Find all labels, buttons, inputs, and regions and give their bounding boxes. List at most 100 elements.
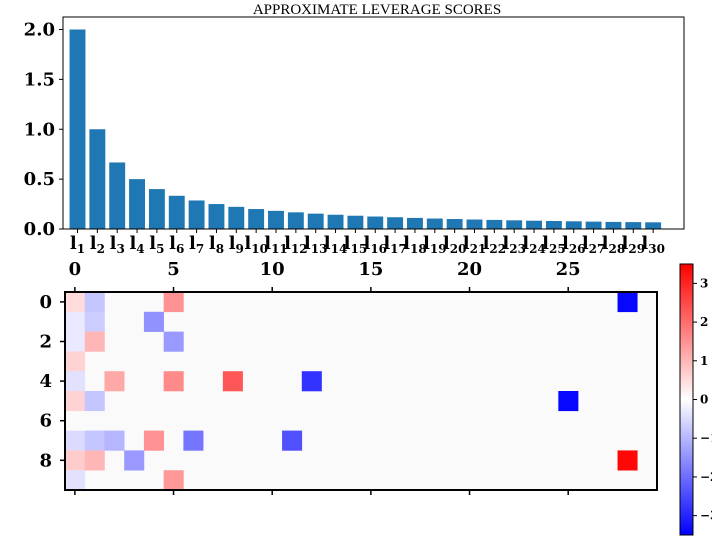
chart-title: APPROXIMATE LEVERAGE SCORES (253, 2, 501, 18)
bar (347, 216, 363, 229)
bar-marks (70, 30, 662, 230)
heatmap-x-tick-label: 0 (69, 259, 82, 280)
heatmap-cell (65, 450, 85, 470)
heatmap-cell (104, 371, 124, 391)
colorbar-tick-label: −2 (700, 470, 712, 484)
heatmap-y-tick-label: 8 (39, 450, 52, 471)
colorbar-gradient (680, 264, 693, 535)
x-tick-label-sub: 30 (648, 242, 665, 256)
x-tick-label: l9 (229, 233, 244, 256)
heatmap-cell (164, 371, 184, 391)
bar-chart: APPROXIMATE LEVERAGE SCORES 0.0 0.5 1.0 1.5… (24, 2, 684, 256)
heatmap-y-tick-label: 6 (39, 411, 52, 432)
heatmap-cell (302, 371, 322, 391)
bar (526, 221, 542, 229)
heatmap-y-tick-label: 4 (39, 371, 52, 392)
bar (308, 214, 324, 229)
heatmap: 0 5 10 15 20 25 0 2 4 6 8 (39, 259, 657, 495)
bar (129, 179, 145, 229)
x-tick-label: l5 (149, 233, 164, 256)
heatmap-cell (164, 470, 184, 490)
bar (427, 219, 443, 229)
bar (407, 218, 423, 229)
bar-y-axis: 0.00.51.01.52.0 (24, 20, 63, 241)
heatmap-x-tick-label: 5 (167, 259, 180, 280)
x-tick-label: l1 (70, 233, 85, 256)
bar (169, 196, 185, 229)
bar (447, 219, 463, 229)
x-tick-label: l4 (129, 233, 144, 256)
bar (645, 222, 661, 229)
bar (288, 212, 304, 229)
colorbar-ticks: 3 2 1 0 −1 −2 −3 (693, 276, 712, 522)
bar (149, 189, 165, 229)
y-tick-label: 0.5 (24, 169, 55, 190)
x-tick-label: l2 (90, 233, 105, 256)
x-tick-label: l30 (641, 233, 665, 256)
heatmap-y-tick-label: 0 (39, 292, 52, 313)
heatmap-cell (65, 391, 85, 411)
heatmap-cell (618, 292, 638, 312)
bar (566, 221, 582, 229)
heatmap-x-tick-label: 25 (556, 259, 581, 280)
bar-x-axis: l1 l2 l3 l4 l5 l6 l7 l8 l9 l10l11l12l13l14l15l16l… (70, 229, 665, 256)
colorbar-tick-label: 3 (700, 276, 708, 290)
bar (606, 222, 622, 229)
heatmap-x-tick-label: 10 (260, 259, 285, 280)
bar (328, 215, 344, 229)
heatmap-cell (85, 391, 105, 411)
colorbar-tick-label: −3 (700, 509, 712, 523)
bar (89, 129, 105, 229)
heatmap-cell (124, 450, 144, 470)
heatmap-cell (282, 431, 302, 451)
bar (248, 209, 264, 229)
heatmap-cell (65, 292, 85, 312)
x-tick-label: l6 (169, 233, 184, 256)
x-tick-label: l7 (189, 233, 204, 256)
colorbar-tick-label: 0 (700, 393, 708, 407)
heatmap-cell (85, 312, 105, 332)
heatmap-x-tick-label: 20 (457, 259, 482, 280)
x-tick-label-sub: 9 (236, 242, 244, 256)
x-tick-label: l3 (110, 233, 125, 256)
bar (467, 220, 483, 229)
colorbar-tick-label: 2 (700, 315, 708, 329)
y-tick-label: 1.0 (24, 119, 55, 140)
heatmap-cell (65, 431, 85, 451)
bar (268, 211, 284, 229)
heatmap-cell (183, 431, 203, 451)
colorbar-tick-label: −1 (700, 431, 712, 445)
heatmap-cell (65, 371, 85, 391)
heatmap-cell (65, 332, 85, 352)
x-tick-label-sub: 8 (216, 242, 224, 256)
heatmap-y-axis: 0 2 4 6 8 (39, 292, 65, 471)
heatmap-cell (65, 312, 85, 332)
x-tick-label-sub: 3 (116, 242, 124, 256)
x-tick-label-sub: 5 (156, 242, 164, 256)
bar (70, 30, 86, 230)
heatmap-cell (144, 312, 164, 332)
heatmap-cell (85, 450, 105, 470)
bar (486, 220, 502, 229)
heatmap-cell (104, 431, 124, 451)
bar (367, 217, 383, 229)
y-tick-label: 0.0 (24, 219, 55, 240)
heatmap-cell (65, 470, 85, 490)
bar (506, 220, 522, 229)
x-tick-label-sub: 6 (176, 242, 184, 256)
bar (228, 207, 244, 229)
colorbar-tick-label: 1 (700, 354, 708, 368)
heatmap-y-tick-label: 2 (39, 332, 52, 353)
colorbar: 3 2 1 0 −1 −2 −3 (680, 264, 712, 535)
bar (625, 222, 641, 229)
heatmap-cell (618, 450, 638, 470)
y-tick-label: 1.5 (24, 69, 55, 90)
heatmap-cell (85, 292, 105, 312)
x-tick-label-sub: 4 (136, 242, 144, 256)
heatmap-cell (85, 431, 105, 451)
x-tick-label-sub: 1 (77, 242, 85, 256)
bar (209, 204, 225, 229)
x-tick-label-sub: 7 (196, 242, 204, 256)
